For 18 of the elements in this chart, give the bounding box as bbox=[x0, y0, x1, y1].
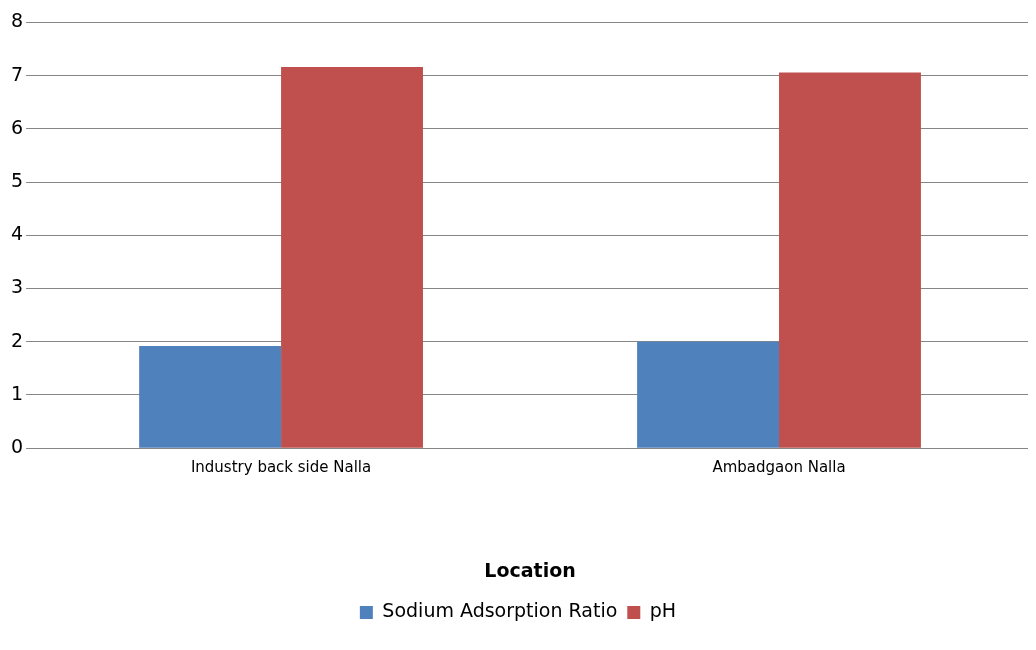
bar bbox=[779, 72, 921, 448]
y-tick-label: 2 bbox=[10, 328, 24, 351]
bar bbox=[281, 67, 423, 448]
bar bbox=[637, 341, 780, 448]
y-tick-label: 7 bbox=[10, 62, 24, 85]
y-tick-label: 5 bbox=[10, 169, 24, 192]
y-tick-label: 4 bbox=[10, 222, 24, 245]
y-tick-label: 6 bbox=[10, 115, 24, 138]
legend-label: pH bbox=[649, 599, 677, 622]
x-tick-label: Ambadgaon Nalla bbox=[712, 458, 846, 477]
legend-label: Sodium Adsorption Ratio bbox=[382, 599, 618, 622]
y-tick-label: 1 bbox=[10, 381, 24, 404]
y-tick-label: 3 bbox=[10, 275, 24, 298]
x-tick-label: Industry back side Nalla bbox=[190, 458, 372, 477]
y-tick-label: 0 bbox=[10, 435, 24, 458]
bar bbox=[139, 346, 282, 448]
y-tick-label: 8 bbox=[10, 9, 24, 32]
x-axis-title: Location bbox=[484, 558, 576, 581]
